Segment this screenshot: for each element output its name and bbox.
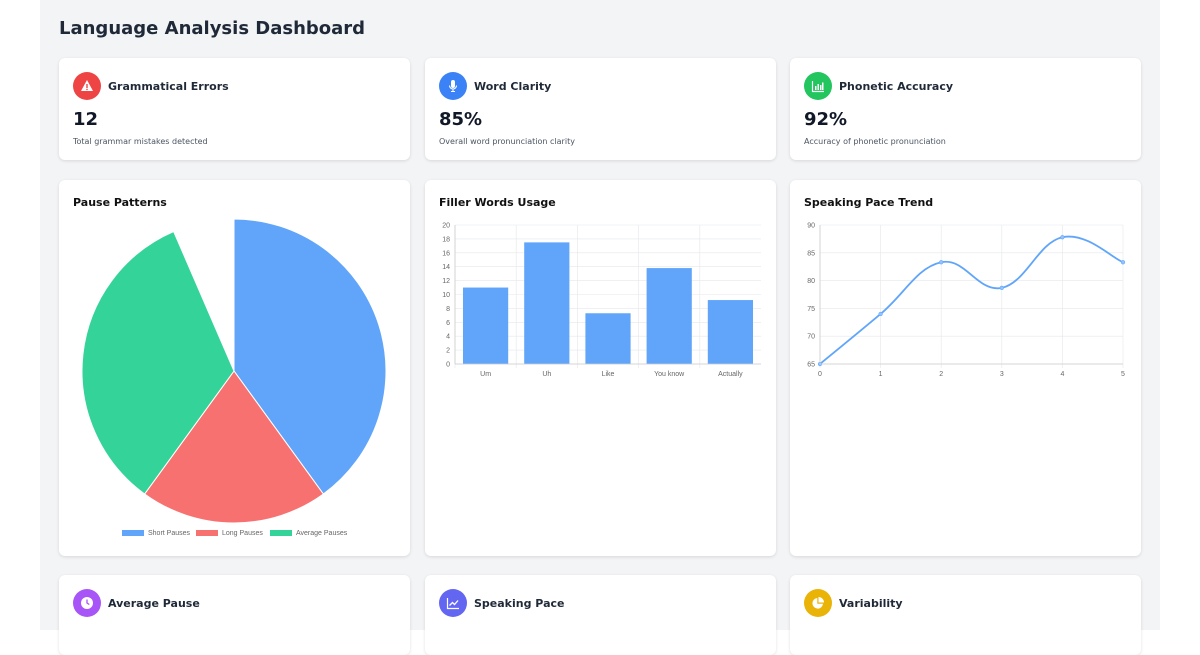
bar [646,268,692,364]
y-tick-label: 85 [807,250,815,257]
y-tick-label: 18 [442,236,450,243]
y-tick-label: 14 [442,264,450,271]
microphone-icon [439,72,467,100]
bar [524,242,570,364]
x-tick-label: 0 [818,371,822,378]
page-title: Language Analysis Dashboard [59,18,366,39]
legend-swatch [196,530,218,536]
y-tick-label: 90 [807,223,815,230]
x-tick-label: Uh [542,371,551,378]
y-tick-label: 12 [442,278,450,285]
series-line [819,235,1124,365]
y-tick-label: 80 [807,278,815,285]
stat-card-phonetic-accuracy: Phonetic Accuracy 92% Accuracy of phonet… [790,58,1141,160]
card-title: Variability [839,596,903,610]
legend-swatch [122,530,144,536]
card-title: Speaking Pace [474,596,565,610]
x-tick-label: You know [654,371,685,378]
warning-icon [73,72,101,100]
stat-description: Total grammar mistakes detected [73,137,208,146]
stat-title: Word Clarity [474,79,552,93]
legend-label: Long Pauses [222,530,263,537]
bar [707,300,753,364]
x-tick-label: 4 [1060,371,1064,378]
pie-chart: Short Pauses Long Pauses Average Pauses [81,218,387,537]
pie-slice [81,230,235,495]
legend-swatch [270,530,292,536]
x-tick-label: 3 [1000,371,1004,378]
bar-chart-icon [804,72,832,100]
data-point [1120,260,1126,265]
x-tick-label: Like [602,371,615,378]
y-tick-label: 75 [807,306,815,313]
stat-value: 85% [439,109,483,130]
stat-description: Accuracy of phonetic pronunciation [804,137,946,146]
bar-chart: 0 2 4 6 8 10 12 14 16 18 20 Um Uh Like You know Actuall… [442,223,761,378]
y-tick-label: 16 [442,250,450,257]
y-tick-label: 0 [446,362,450,369]
stat-card-word-clarity: Word Clarity 85% Overall word pronunciat… [425,58,776,160]
chart-title: Speaking Pace Trend [804,196,934,209]
x-tick-label: Actually [718,371,743,378]
y-tick-label: 70 [807,334,815,341]
y-tick-label: 8 [446,306,450,313]
dashboard: Language Analysis Dashboard Grammatical … [40,0,1160,655]
line-chart-icon [439,589,467,617]
pause-patterns-card: Pause Patterns Short Pauses Long Pauses Av… [59,180,410,556]
stat-description: Overall word pronunciation clarity [439,137,575,146]
legend-label: Average Pauses [296,530,348,537]
legend-label: Short Pauses [148,530,191,537]
data-point [999,285,1004,290]
x-tick-label: 1 [879,371,883,378]
stat-value: 12 [73,109,99,130]
pie-slice [143,370,325,524]
speaking-pace-trend-card: Speaking Pace Trend 65 70 75 80 85 90 0 1 2 3 4 5 [790,180,1141,556]
stat-value: 92% [804,109,848,130]
x-tick-label: Um [480,371,491,378]
data-point [1060,235,1065,240]
pie-slice [233,218,387,495]
average-pause-card: Average Pause [59,575,410,655]
clock-icon [73,589,101,617]
y-tick-label: 4 [446,334,450,341]
y-tick-label: 6 [446,320,450,327]
data-point [939,260,944,265]
stat-card-grammatical-errors: Grammatical Errors 12 Total grammar mist… [59,58,410,160]
bar [585,313,631,364]
filler-words-card: Filler Words Usage 0 2 4 6 8 10 12 14 16 18 20 Um Uh… [425,180,776,556]
y-tick-label: 65 [807,362,815,369]
chart-title: Filler Words Usage [439,196,556,209]
x-tick-label: 5 [1121,371,1125,378]
data-point [878,311,883,317]
y-tick-label: 20 [442,223,450,230]
line-chart: 65 70 75 80 85 90 0 1 2 3 4 5 [807,223,1126,378]
pie-chart-icon [804,589,832,617]
card-title: Average Pause [108,596,200,610]
chart-title: Pause Patterns [73,196,167,209]
stat-title: Grammatical Errors [108,79,229,93]
x-tick-label: 2 [939,371,943,378]
speaking-pace-card: Speaking Pace [425,575,776,655]
bar [463,287,509,364]
variability-card: Variability [790,575,1141,655]
stat-title: Phonetic Accuracy [839,79,954,93]
y-tick-label: 2 [446,348,450,355]
y-tick-label: 10 [442,292,450,299]
